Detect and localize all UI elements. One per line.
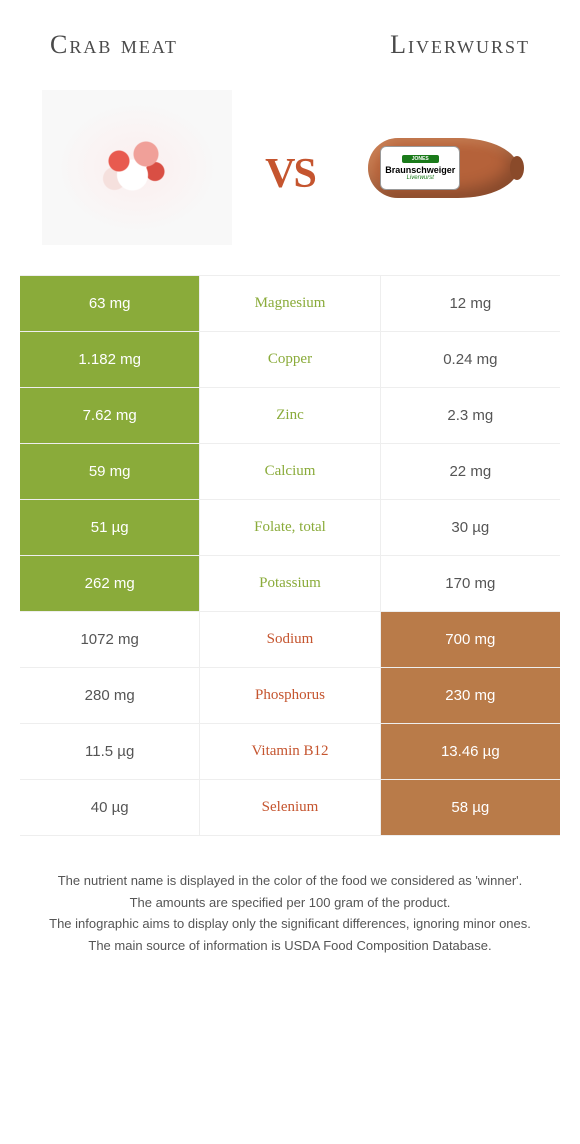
footer-notes: The nutrient name is displayed in the co…: [0, 836, 580, 955]
left-value: 11.5 µg: [20, 724, 199, 779]
nutrient-name: Copper: [199, 332, 380, 387]
left-value: 40 µg: [20, 780, 199, 835]
sausage-sub: Liverwurst: [407, 175, 434, 181]
header: Crab meat Liverwurst: [0, 0, 580, 80]
nutrient-name: Vitamin B12: [199, 724, 380, 779]
nutrient-name: Calcium: [199, 444, 380, 499]
crab-meat-image: [42, 90, 232, 245]
footer-line: The nutrient name is displayed in the co…: [30, 871, 550, 891]
table-row: 280 mgPhosphorus230 mg: [20, 668, 560, 724]
images-row: vs JONES Braunschweiger Liverwurst: [0, 80, 580, 275]
nutrient-name: Phosphorus: [199, 668, 380, 723]
left-value: 63 mg: [20, 276, 199, 331]
table-row: 51 µgFolate, total30 µg: [20, 500, 560, 556]
sausage-graphic: JONES Braunschweiger Liverwurst: [368, 138, 518, 198]
table-row: 59 mgCalcium22 mg: [20, 444, 560, 500]
right-value: 170 mg: [381, 556, 560, 611]
nutrient-name: Selenium: [199, 780, 380, 835]
nutrient-name: Magnesium: [199, 276, 380, 331]
left-value: 280 mg: [20, 668, 199, 723]
table-row: 7.62 mgZinc2.3 mg: [20, 388, 560, 444]
left-value: 262 mg: [20, 556, 199, 611]
sausage-name: Braunschweiger: [385, 165, 455, 175]
sausage-label: JONES Braunschweiger Liverwurst: [380, 146, 460, 190]
nutrient-name: Sodium: [199, 612, 380, 667]
liverwurst-image: JONES Braunschweiger Liverwurst: [348, 90, 538, 245]
right-value: 58 µg: [381, 780, 560, 835]
comparison-table: 63 mgMagnesium12 mg1.182 mgCopper0.24 mg…: [20, 275, 560, 836]
right-value: 30 µg: [381, 500, 560, 555]
table-row: 1.182 mgCopper0.24 mg: [20, 332, 560, 388]
table-row: 63 mgMagnesium12 mg: [20, 276, 560, 332]
title-right: Liverwurst: [390, 30, 530, 60]
right-value: 230 mg: [381, 668, 560, 723]
table-row: 11.5 µgVitamin B1213.46 µg: [20, 724, 560, 780]
table-row: 262 mgPotassium170 mg: [20, 556, 560, 612]
table-row: 1072 mgSodium700 mg: [20, 612, 560, 668]
right-value: 700 mg: [381, 612, 560, 667]
footer-line: The infographic aims to display only the…: [30, 914, 550, 934]
left-value: 1072 mg: [20, 612, 199, 667]
footer-line: The amounts are specified per 100 gram o…: [30, 893, 550, 913]
left-value: 7.62 mg: [20, 388, 199, 443]
right-value: 22 mg: [381, 444, 560, 499]
nutrient-name: Folate, total: [199, 500, 380, 555]
right-value: 2.3 mg: [381, 388, 560, 443]
left-value: 51 µg: [20, 500, 199, 555]
right-value: 12 mg: [381, 276, 560, 331]
title-left: Crab meat: [50, 30, 178, 60]
right-value: 0.24 mg: [381, 332, 560, 387]
right-value: 13.46 µg: [381, 724, 560, 779]
nutrient-name: Potassium: [199, 556, 380, 611]
nutrient-name: Zinc: [199, 388, 380, 443]
footer-line: The main source of information is USDA F…: [30, 936, 550, 956]
sausage-brand: JONES: [402, 155, 439, 163]
left-value: 59 mg: [20, 444, 199, 499]
table-row: 40 µgSelenium58 µg: [20, 780, 560, 836]
vs-label: vs: [265, 133, 315, 202]
left-value: 1.182 mg: [20, 332, 199, 387]
